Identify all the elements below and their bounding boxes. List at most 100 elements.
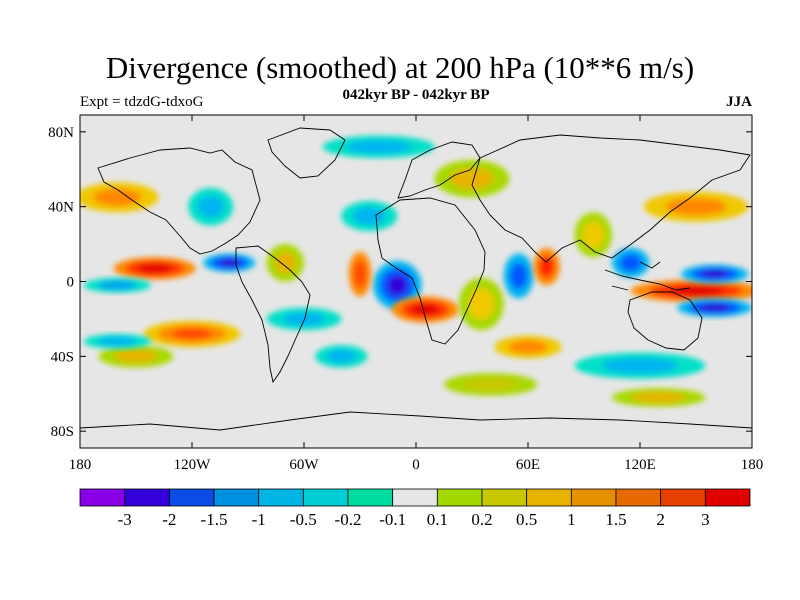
colorbar: -3 -2 -1.5 -1 -0.5 -0.2 -0.1 0.1 0.2 0.5 1 1.5 2 3 — [79, 488, 751, 529]
divergence-max-east-pacific-level-2 — [137, 263, 172, 274]
colorbar-label: 0.5 — [516, 510, 537, 529]
divergence-maritime — [630, 279, 752, 303]
convergence-north-atlantic-level-1 — [353, 207, 386, 225]
convergence-south-pacific — [83, 333, 151, 349]
lon-tick-label: 60W — [289, 457, 319, 473]
convergence-southwest-pacific-level-2 — [699, 303, 731, 312]
lat-tick-label: 80S — [51, 424, 74, 440]
convergence-southern-indian-level-1 — [326, 349, 357, 363]
colorbar-label: -0.2 — [335, 510, 362, 529]
colorbar-swatch — [615, 488, 662, 507]
divergence-north-america-level-1 — [93, 188, 142, 207]
coastline-asia — [471, 134, 751, 263]
colorbar-swatch — [704, 488, 751, 507]
convergence-mid-atlantic-level-1 — [282, 312, 326, 326]
convergence-atlantic-level-2 — [387, 275, 408, 296]
divergence-china — [574, 212, 612, 258]
coastline-south-america — [235, 245, 311, 384]
colorbar-swatch — [168, 488, 215, 507]
colorbar-label: -0.5 — [290, 510, 317, 529]
divergence-west-africa-level-2 — [411, 304, 440, 315]
colorbar-label: 0.2 — [471, 510, 492, 529]
colorbar-swatch — [481, 488, 528, 507]
divergence-north-pacific — [643, 191, 749, 222]
convergence-caribbean-level-2 — [218, 258, 241, 267]
convergence-southern-indian — [315, 345, 368, 368]
colorbar-swatch — [124, 488, 170, 507]
divergence-europe-level-1 — [450, 167, 494, 190]
colorbar-label: 1.5 — [605, 510, 626, 529]
convergence-east-pacific-north-level-1 — [197, 195, 224, 218]
map-axes: 80N 40N 0 40S 80S 180 120W 60W 0 60E 120E 180 — [48, 115, 763, 473]
divergence-south-pacific-level-1 — [114, 349, 158, 363]
colorbar-swatch — [347, 488, 394, 507]
convergence-southern-ocean-level-1 — [601, 358, 679, 374]
lon-tick-label: 120E — [624, 457, 656, 473]
lat-tick-label: 0 — [67, 275, 75, 291]
divergence-antarctic-margin — [612, 388, 706, 407]
convergence-southwest-pacific — [677, 298, 752, 318]
lon-tick-label: 180 — [741, 457, 764, 473]
convergence-north-atlantic — [341, 201, 398, 231]
divergence-south-pacific — [98, 345, 174, 368]
convergence-mid-atlantic — [266, 307, 342, 331]
divergence-max-east-pacific — [113, 257, 196, 280]
coastline-greenland — [267, 127, 346, 179]
lon-tick-label: 0 — [412, 457, 420, 473]
colorbar-label: -0.1 — [379, 510, 406, 529]
colorbar-label: 3 — [701, 510, 710, 529]
experiment-label: Expt = tdzdG-tdxoG — [80, 94, 204, 110]
convergence-indian-ocean — [503, 253, 534, 299]
convergence-central-pacific — [83, 277, 151, 293]
divergence-southern-ocean-level-1 — [463, 377, 518, 391]
colorbar-label: -1 — [252, 510, 266, 529]
divergence-china-level-1 — [582, 221, 605, 248]
convergence-east-asia-level-1 — [619, 254, 642, 272]
divergence-indian-south-level-1 — [468, 288, 495, 320]
divergence-north-pacific-level-1 — [665, 197, 727, 216]
divergence-field — [80, 135, 752, 407]
coastline-antarctica — [80, 411, 752, 431]
lon-tick-label: 60E — [516, 457, 540, 473]
coastline-indonesia — [604, 261, 691, 291]
colorbar-label: 2 — [656, 510, 665, 529]
lon-tick-label: 180 — [69, 457, 92, 473]
coastline-africa — [375, 197, 486, 345]
divergence-atlantic-cell — [348, 251, 372, 297]
divergence-maritime-level-2 — [669, 286, 723, 296]
time-period-label: 042kyr BP - 042kyr BP — [342, 87, 490, 103]
colorbar-swatch — [526, 488, 572, 507]
divergence-south-atlantic — [143, 320, 241, 347]
convergence-west-pacific — [681, 264, 749, 284]
colorbar-swatch — [392, 488, 438, 507]
divergence-antarctic-margin-level-1 — [631, 392, 686, 403]
colorbar-swatch — [79, 488, 126, 507]
colorbar-label: 0.1 — [427, 510, 448, 529]
divergence-amazon — [266, 244, 305, 282]
colorbar-swatch — [660, 488, 706, 507]
colorbar-swatch — [258, 488, 304, 507]
divergence-southern-ocean — [444, 373, 538, 396]
convergence-caribbean — [203, 253, 256, 273]
colorbar-label: -1.5 — [201, 510, 228, 529]
coastlines — [80, 127, 752, 431]
divergence-north-america — [80, 182, 159, 213]
divergence-subtropical-south — [494, 335, 562, 359]
colorbar-swatch — [213, 488, 260, 507]
divergence-europe — [434, 159, 510, 198]
lon-tick-label: 120W — [174, 457, 212, 473]
map-title: Divergence (smoothed) at 200 hPa (10**6 … — [105, 50, 695, 85]
colorbar-label: 1 — [567, 510, 576, 529]
colorbar-label: -3 — [118, 510, 132, 529]
colorbar-label: -2 — [162, 510, 176, 529]
convergence-indian-ocean-level-1 — [509, 262, 528, 289]
colorbar-swatch — [436, 488, 483, 507]
convergence-southern-ocean — [574, 352, 706, 379]
colorbar-swatch — [570, 488, 617, 507]
divergence-south-atlantic-level-2 — [172, 328, 212, 340]
convergence-east-asia — [612, 247, 650, 278]
convergence-west-pacific-level-2 — [700, 270, 729, 278]
convergence-central-pacific-level-1 — [97, 280, 137, 290]
coastline-australia — [627, 291, 703, 351]
